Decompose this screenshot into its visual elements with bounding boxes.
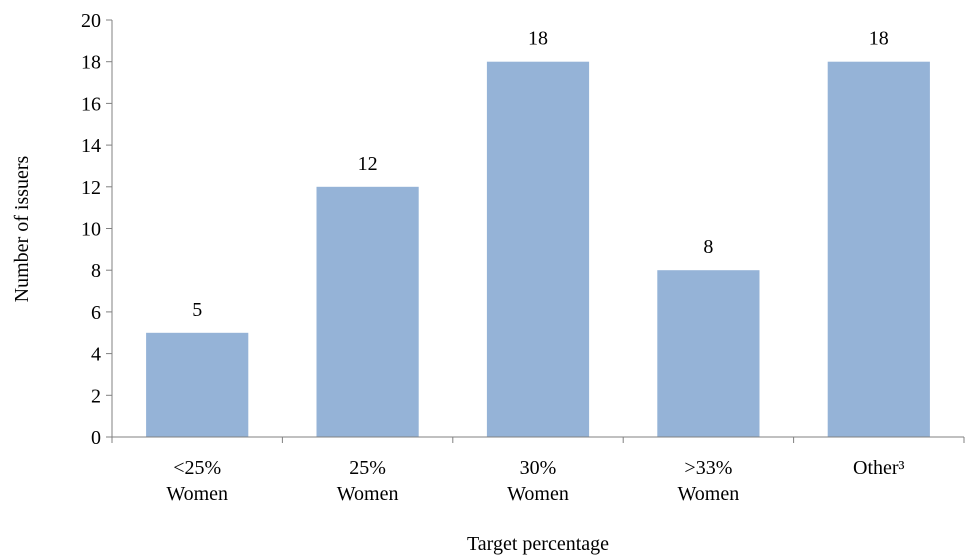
y-tick-label-2: 4 <box>91 344 101 366</box>
data-label-3: 8 <box>703 236 713 258</box>
x-axis-title: Target percentage <box>467 533 609 555</box>
y-tick-label-7: 14 <box>81 135 101 157</box>
x-category-label-0-line-1: Women <box>166 483 228 505</box>
data-label-1: 12 <box>358 153 378 175</box>
x-category-label-3-line-1: Women <box>678 483 740 505</box>
y-tick-label-8: 16 <box>81 93 101 115</box>
y-tick-label-9: 18 <box>81 52 101 74</box>
bars-group <box>146 61 930 438</box>
x-category-label-4-line-0: Other³ <box>853 457 905 479</box>
data-label-0: 5 <box>192 299 202 321</box>
bar-2 <box>486 61 590 437</box>
y-tick-label-5: 10 <box>81 219 101 241</box>
y-tick-label-10: 20 <box>81 10 101 32</box>
x-category-label-2-line-0: 30% <box>520 457 557 479</box>
x-category-label-1-line-0: 25% <box>349 457 386 479</box>
x-category-label-2-line-1: Women <box>507 483 569 505</box>
y-tick-label-0: 0 <box>91 427 101 449</box>
data-label-2: 18 <box>528 28 548 50</box>
x-category-label-3-line-0: >33% <box>684 457 732 479</box>
y-tick-label-1: 2 <box>91 385 101 407</box>
y-axis-title: Number of issuers <box>11 155 33 302</box>
bar-3 <box>657 270 760 437</box>
x-category-label-1-line-1: Women <box>337 483 399 505</box>
y-tick-label-3: 6 <box>91 302 101 324</box>
bar-0 <box>146 332 249 438</box>
y-tick-label-6: 12 <box>81 177 101 199</box>
bar-1 <box>316 186 419 437</box>
data-label-4: 18 <box>869 28 889 50</box>
y-tick-label-4: 8 <box>91 260 101 282</box>
x-category-label-0-line-0: <25% <box>173 457 221 479</box>
bar-4 <box>827 61 930 437</box>
data-labels-group: 5 12 18 8 18 <box>192 28 889 321</box>
y-ticks-group: 0 2 4 6 8 10 12 14 16 18 20 <box>81 10 112 449</box>
x-labels-group: <25% Women 25% Women 30% Women >33% Women Other³ <box>111 437 965 505</box>
